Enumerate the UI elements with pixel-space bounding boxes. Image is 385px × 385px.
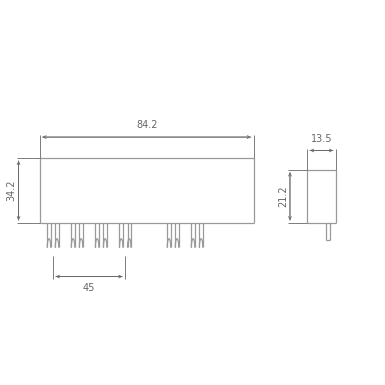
Text: 45: 45 xyxy=(83,283,95,293)
Text: 21.2: 21.2 xyxy=(278,186,288,207)
Text: 34.2: 34.2 xyxy=(7,180,17,201)
Text: 13.5: 13.5 xyxy=(311,134,332,144)
Text: 84.2: 84.2 xyxy=(136,120,157,130)
